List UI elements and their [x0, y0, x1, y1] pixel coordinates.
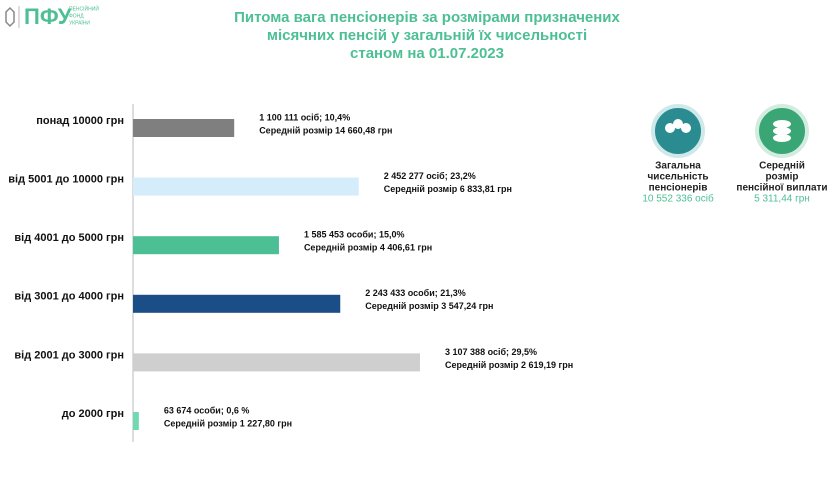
average-label: Середній розмір 3 547,24 грн — [365, 301, 493, 311]
chart-title: Питома вага пенсіонерів за розмірами при… — [234, 9, 620, 26]
icon-part — [773, 120, 791, 128]
emblem — [5, 6, 15, 28]
chart-title: місячних пенсій у загальній їх чисельнос… — [267, 27, 587, 44]
summary-value: 5 311,44 грн — [754, 194, 810, 205]
value-label: 1 100 111 осіб; 10,4% — [259, 112, 350, 122]
bar — [133, 353, 421, 372]
icon-part — [665, 123, 675, 133]
value-label: 1 585 453 особи; 15,0% — [304, 230, 405, 240]
summary-label: розмір — [765, 172, 798, 183]
bar — [133, 177, 359, 196]
average-label: Середній розмір 1 227,80 грн — [164, 418, 292, 428]
category-label: до 2000 грн — [62, 408, 124, 420]
category-label: від 4001 до 5000 грн — [14, 232, 124, 244]
summary-label: пенсіонерів — [649, 183, 708, 194]
value-label: 3 107 388 осіб; 29,5% — [445, 347, 537, 357]
summary — [651, 104, 809, 158]
value-label: 63 674 особи; 0,6 % — [164, 405, 250, 415]
average-label: Середній розмір 4 406,61 грн — [304, 243, 432, 253]
summary-label: Загальна — [655, 161, 701, 172]
org-name: ФОНД — [69, 13, 84, 19]
summary-label: Середній — [759, 161, 805, 172]
icon-part — [773, 134, 791, 142]
org-name: УКРАЇНИ — [69, 19, 90, 26]
value-label: 2 243 433 особи; 21,3% — [365, 288, 466, 298]
bar — [133, 236, 279, 255]
value-label: 2 452 277 осіб; 23,2% — [384, 171, 476, 181]
average-label: Середній розмір 2 619,19 грн — [445, 360, 573, 370]
bar — [133, 412, 139, 430]
category-label: понад 10000 грн — [36, 115, 124, 127]
icon-people — [651, 104, 705, 158]
chart-title: станом на 01.07.2023 — [350, 45, 504, 62]
average-label: Середній розмір 6 833,81 грн — [384, 184, 512, 194]
summary-label: чисельність — [647, 172, 708, 183]
icon-part — [773, 127, 791, 135]
icon-part — [681, 123, 691, 133]
average-label: Середній розмір 14 660,48 грн — [259, 125, 392, 135]
category-label: від 3001 до 4000 грн — [14, 291, 124, 303]
bar — [133, 119, 235, 137]
summary-value: 10 552 336 осіб — [642, 193, 714, 205]
category-label: від 5001 до 10000 грн — [8, 174, 124, 186]
icon-part — [673, 119, 683, 129]
org-name: ПЕНСІЙНИЙ — [69, 4, 99, 12]
summary-label: пенсійної виплати — [736, 183, 827, 194]
logo-text: ПФУ — [24, 4, 72, 29]
logo: ПФУ ПЕНСІЙНИЙ ФОНД УКРАЇНИ — [5, 4, 99, 29]
bar — [133, 294, 341, 313]
category-label: від 2001 до 3000 грн — [14, 349, 124, 361]
